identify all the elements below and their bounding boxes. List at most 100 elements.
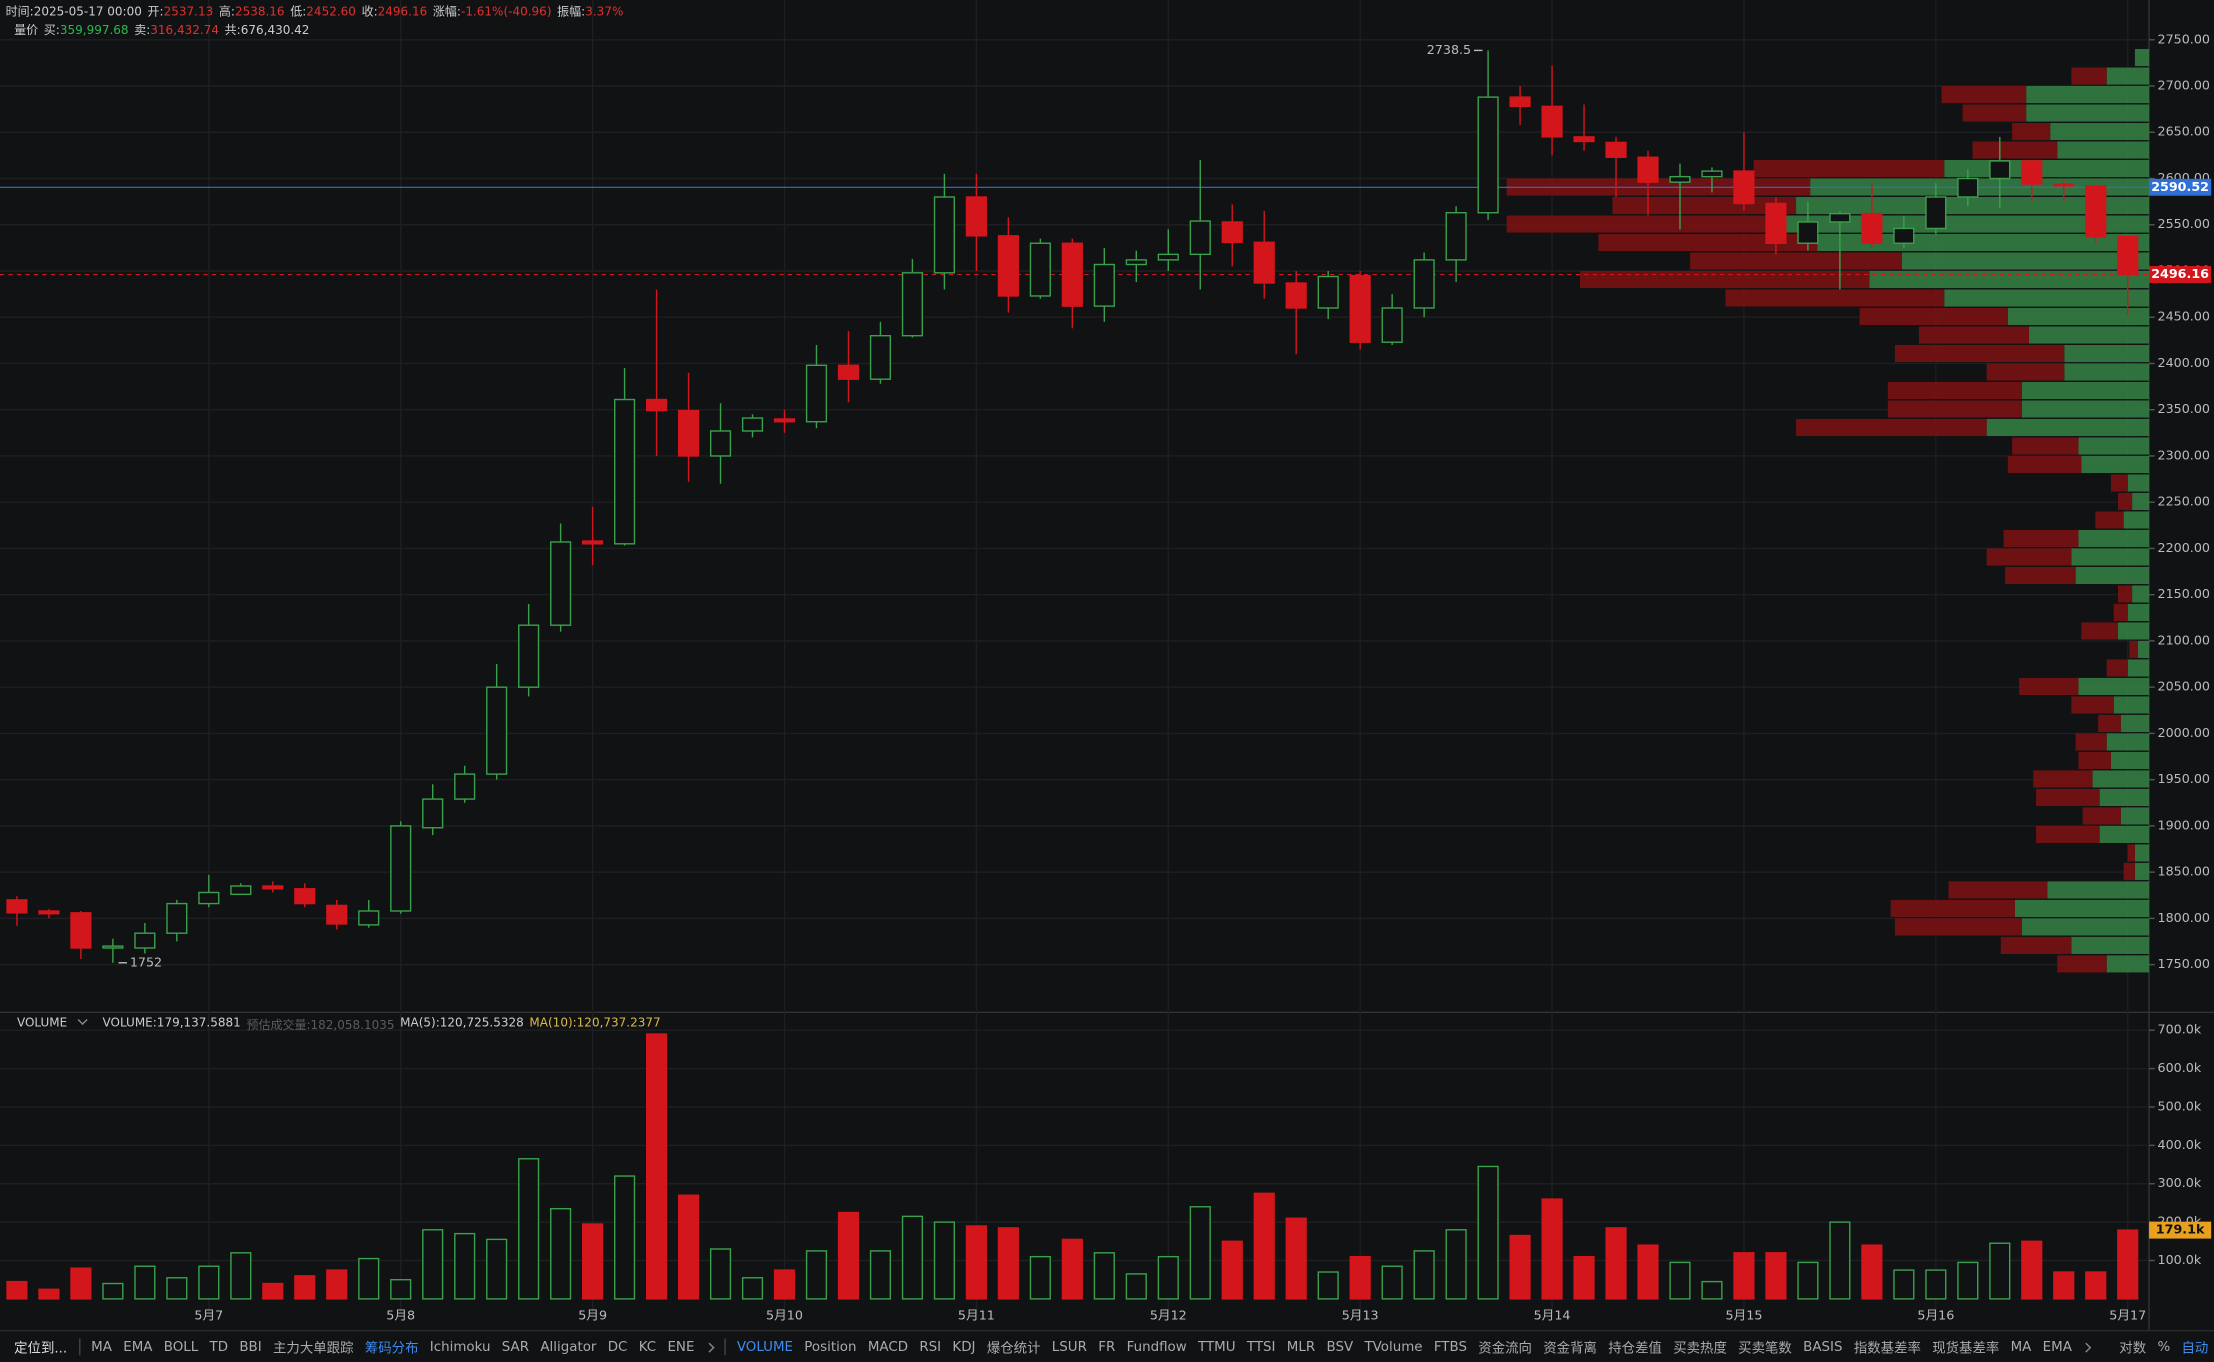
candle-body	[997, 235, 1019, 297]
volume-bar	[933, 1221, 955, 1300]
volume-tag	[2149, 1221, 2212, 1239]
profile-sell	[2106, 659, 2128, 677]
indicator-tab[interactable]: 爆仓统计	[986, 1341, 1041, 1357]
y-tick-label: 2100.00	[2158, 632, 2210, 647]
profile-buy	[2106, 955, 2150, 973]
indicator-tab[interactable]: TTMU	[1198, 1339, 1236, 1355]
y-tick-label: 2150.00	[2158, 586, 2210, 601]
volume-bar	[422, 1229, 444, 1300]
indicator-tab[interactable]: MACD	[867, 1339, 909, 1355]
indicator-tab[interactable]: FTBS	[1433, 1339, 1467, 1355]
profile-sell	[2117, 585, 2133, 603]
indicator-tab[interactable]: 指数基差率	[1853, 1341, 1921, 1357]
header-label: 开:	[147, 5, 164, 20]
indicator-tab[interactable]: 主力大单跟踪	[273, 1341, 354, 1357]
axis-option[interactable]: %	[2157, 1339, 2171, 1355]
axis-option[interactable]: 自动	[2181, 1341, 2209, 1357]
y-tick-label: 1850.00	[2158, 864, 2210, 879]
candle-body	[2053, 183, 2075, 187]
indicator-tab[interactable]: KC	[638, 1339, 657, 1355]
y-tick-label: 600.0k	[2158, 1060, 2202, 1075]
candle-body	[741, 417, 764, 432]
separator	[724, 1338, 726, 1356]
dropdown-icon[interactable]	[77, 1015, 88, 1026]
x-tick-label: 5月14	[1534, 1307, 1571, 1322]
profile-sell	[2123, 862, 2135, 880]
candle-body	[2117, 235, 2139, 276]
volume-bar	[1029, 1255, 1051, 1300]
indicator-title[interactable]: VOLUME	[16, 1016, 68, 1031]
indicator-tab[interactable]: SAR	[501, 1339, 530, 1355]
more-icon[interactable]	[2081, 1341, 2092, 1352]
profile-sell	[1918, 326, 2030, 344]
indicator-tab[interactable]: Position	[804, 1339, 857, 1355]
y-tick-label: 2400.00	[2158, 355, 2210, 370]
profile-sell	[2012, 123, 2051, 141]
legend-item: MA(5):120,725.5328	[400, 1016, 524, 1031]
indicator-tab[interactable]: 资金背离	[1543, 1341, 1597, 1357]
indicator-tab[interactable]: RSI	[919, 1339, 942, 1355]
more-icon[interactable]	[704, 1341, 715, 1352]
indicator-tab[interactable]: BBI	[239, 1339, 262, 1355]
indicator-tab[interactable]: 买卖笔数	[1738, 1341, 1792, 1357]
indicator-tab[interactable]: 筹码分布	[364, 1341, 419, 1357]
indicator-tab[interactable]: Alligator	[540, 1339, 597, 1355]
profile-sell	[1972, 141, 2058, 159]
candle-body	[486, 686, 508, 775]
candle-body	[709, 430, 732, 457]
axis-option[interactable]: 对数	[2119, 1341, 2147, 1357]
indicator-tab[interactable]: MA	[2010, 1339, 2032, 1355]
candle-body	[773, 418, 796, 423]
profile-buy	[2026, 86, 2150, 104]
volume-bar	[837, 1211, 860, 1300]
profile-buy	[2137, 640, 2150, 659]
indicator-tab[interactable]: BASIS	[1803, 1339, 1843, 1355]
indicator-tab[interactable]: ENE	[667, 1339, 695, 1355]
indicator-tab[interactable]: 买卖热度	[1673, 1341, 1727, 1357]
indicator-tab[interactable]: LSUR	[1051, 1339, 1087, 1355]
x-tick-label: 5月7	[194, 1307, 223, 1322]
header-item: 时间:2025-05-17 00:00	[6, 3, 142, 20]
volume-bar	[773, 1269, 796, 1300]
volume-bar	[1189, 1206, 1211, 1300]
y-tick-label: 100.0k	[2158, 1252, 2202, 1267]
indicator-tab[interactable]: MLR	[1286, 1339, 1316, 1355]
volume-bar	[1509, 1234, 1531, 1300]
x-tick-label: 5月17	[2109, 1307, 2146, 1322]
indicator-tab[interactable]: EMA	[2042, 1339, 2072, 1355]
locate-button[interactable]: 定位到...	[14, 1341, 68, 1357]
header-value: 2538.16	[234, 5, 285, 20]
volume-bar	[1061, 1238, 1083, 1300]
indicator-tab[interactable]: KDJ	[952, 1339, 976, 1355]
header-value: 359,997.68	[59, 24, 129, 39]
candle-body	[518, 624, 540, 688]
indicator-tab[interactable]: EMA	[123, 1339, 153, 1355]
indicator-tab[interactable]: BSV	[1326, 1339, 1354, 1355]
indicator-tab[interactable]: 持仓差值	[1608, 1341, 1662, 1357]
indicator-tab[interactable]: MA	[91, 1339, 112, 1355]
volume-bar	[2085, 1271, 2107, 1300]
profile-buy	[2071, 548, 2150, 566]
profile-sell	[2098, 714, 2121, 733]
y-tick-label: 2750.00	[2158, 31, 2210, 46]
candle-body	[1413, 259, 1435, 309]
indicator-tab[interactable]: BOLL	[163, 1339, 199, 1355]
candle-body	[230, 885, 252, 896]
header-label: 低:	[290, 5, 307, 20]
indicator-tab[interactable]: DC	[607, 1339, 628, 1355]
indicator-tab[interactable]: Fundflow	[1126, 1339, 1187, 1355]
profile-buy	[1796, 196, 2150, 215]
indicator-tab[interactable]: TD	[209, 1339, 229, 1355]
indicator-tab[interactable]: VOLUME	[736, 1339, 793, 1355]
profile-sell	[2036, 825, 2100, 843]
indicator-tab[interactable]: FR	[1098, 1339, 1116, 1355]
indicator-tab[interactable]: 资金流向	[1478, 1341, 1532, 1357]
profile-buy	[2132, 492, 2150, 511]
annotation: 1752	[130, 954, 162, 969]
indicator-tab[interactable]: TTSI	[1246, 1339, 1276, 1355]
header-label: 收:	[361, 5, 378, 20]
volume-bar	[1253, 1192, 1275, 1300]
indicator-tab[interactable]: 现货基差率	[1932, 1341, 2000, 1357]
indicator-tab[interactable]: TVolume	[1364, 1339, 1423, 1355]
indicator-tab[interactable]: Ichimoku	[429, 1339, 491, 1355]
